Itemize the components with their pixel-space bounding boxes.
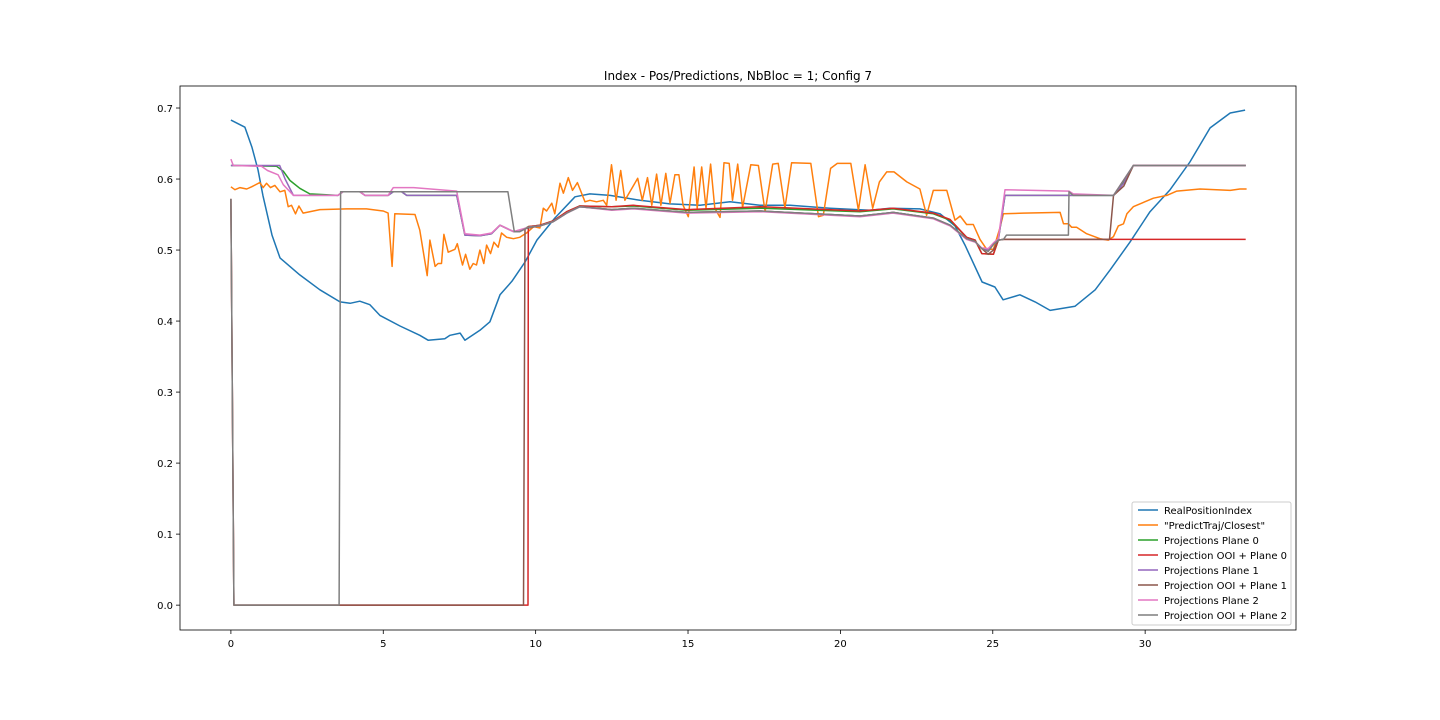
x-tick-label: 10 xyxy=(529,639,542,650)
legend-label: Projections Plane 0 xyxy=(1164,536,1259,547)
series-line-0 xyxy=(230,109,1246,341)
x-tick-label: 20 xyxy=(834,639,847,650)
series-line-5 xyxy=(230,164,1246,606)
legend-label: Projections Plane 2 xyxy=(1164,596,1259,607)
y-tick-label: 0.6 xyxy=(157,175,173,186)
legend: RealPositionIndex "PredictTraj/Closest" Pr… xyxy=(1131,501,1292,626)
legend-entry: Projection OOI + Plane 1 xyxy=(1138,581,1287,592)
series-line-2 xyxy=(230,164,1246,256)
y-tick-label: 0.1 xyxy=(157,530,173,541)
legend-label: "PredictTraj/Closest" xyxy=(1164,521,1265,532)
x-axis: 0 5 10 15 20 25 30 xyxy=(228,630,1152,650)
x-tick-label: 30 xyxy=(1139,639,1152,650)
legend-entry: Projections Plane 0 xyxy=(1138,536,1259,547)
legend-label: Projection OOI + Plane 2 xyxy=(1164,611,1287,622)
y-tick-label: 0.2 xyxy=(157,459,173,470)
plot-frame xyxy=(179,85,1297,631)
legend-entry: Projection OOI + Plane 0 xyxy=(1138,551,1287,562)
legend-box xyxy=(1131,501,1292,626)
chart-title: Index - Pos/Predictions, NbBloc = 1; Con… xyxy=(604,69,872,83)
x-tick-label: 0 xyxy=(228,639,234,650)
legend-label: Projection OOI + Plane 1 xyxy=(1164,581,1287,592)
legend-label: Projection OOI + Plane 0 xyxy=(1164,551,1287,562)
legend-entry: Projection OOI + Plane 2 xyxy=(1138,611,1287,622)
series-line-1 xyxy=(230,161,1247,277)
y-tick-label: 0.5 xyxy=(157,246,173,257)
x-tick-label: 5 xyxy=(380,639,386,650)
y-tick-label: 0.4 xyxy=(157,317,173,328)
legend-entry: Projections Plane 1 xyxy=(1138,566,1259,577)
x-tick-label: 25 xyxy=(986,639,999,650)
series-layer xyxy=(230,109,1247,606)
legend-label: RealPositionIndex xyxy=(1164,506,1252,517)
x-tick-label: 15 xyxy=(682,639,695,650)
series-line-7 xyxy=(230,164,1246,606)
y-tick-label: 0.7 xyxy=(157,104,173,115)
legend-entry: "PredictTraj/Closest" xyxy=(1138,521,1265,532)
y-axis: 0.0 0.1 0.2 0.3 0.4 0.5 0.6 0.7 xyxy=(157,104,180,612)
series-line-3 xyxy=(230,198,1246,606)
y-tick-label: 0.3 xyxy=(157,388,173,399)
legend-label: Projections Plane 1 xyxy=(1164,566,1259,577)
legend-entry: RealPositionIndex xyxy=(1138,506,1252,517)
y-tick-label: 0.0 xyxy=(157,601,173,612)
legend-entry: Projections Plane 2 xyxy=(1138,596,1259,607)
